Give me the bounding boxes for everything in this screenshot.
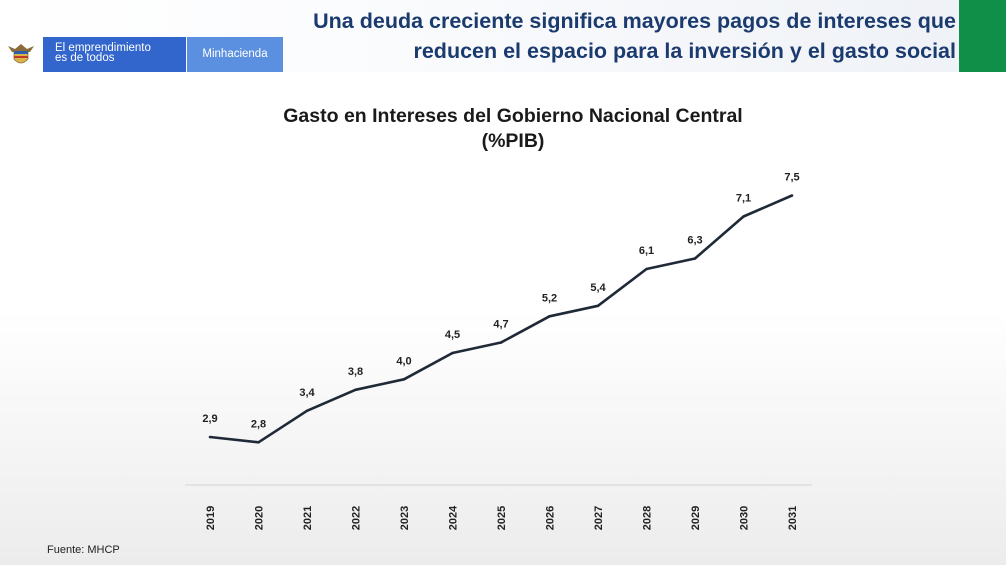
x-tick-label: 2020 [254, 506, 266, 530]
headline-line-1: Una deuda creciente significa mayores pa… [313, 9, 956, 33]
data-label: 4,0 [396, 355, 411, 367]
x-tick-label: 2022 [351, 506, 363, 530]
x-tick-label: 2021 [302, 506, 314, 530]
data-point [354, 388, 357, 392]
data-label: 6,1 [639, 245, 654, 257]
data-point [402, 377, 406, 381]
data-label: 2,9 [202, 413, 217, 425]
data-label: 4,5 [445, 329, 460, 341]
data-point [548, 314, 551, 318]
data-label: 2,8 [251, 418, 266, 430]
chart-title-line-1: Gasto en Intereses del Gobierno Nacional… [283, 105, 743, 127]
data-label: 5,2 [542, 292, 557, 304]
x-tick-label: 2026 [545, 506, 557, 530]
x-tick-label: 2023 [399, 506, 411, 530]
data-point [451, 351, 454, 355]
data-point [790, 194, 794, 197]
chart-title-line-2: (%PIB) [481, 130, 545, 152]
data-label: 5,4 [590, 282, 606, 294]
x-tick-label: 2029 [690, 506, 702, 530]
brand-line-2: es de todos [55, 52, 115, 64]
data-label: 6,3 [687, 235, 702, 247]
data-label: 3,4 [299, 387, 315, 399]
data-point [596, 304, 600, 308]
x-tick-label: 2019 [205, 506, 217, 530]
government-brand-logo: El emprendimiento es de todos [43, 37, 186, 72]
data-point [305, 409, 309, 413]
data-point [257, 440, 260, 444]
source-note: Fuente: MHCP [47, 544, 120, 556]
data-point [645, 267, 648, 271]
data-label: 4,7 [493, 319, 508, 331]
headline-line-2: reducen el espacio para la inversión y e… [413, 39, 956, 63]
x-tick-label: 2028 [642, 506, 654, 530]
data-point [693, 257, 697, 260]
data-point [499, 341, 503, 344]
x-tick-label: 2027 [593, 506, 605, 530]
data-label: 7,5 [784, 172, 799, 184]
x-tick-label: 2024 [448, 505, 460, 530]
data-label: 3,8 [348, 366, 363, 378]
data-label: 7,1 [736, 193, 751, 205]
x-tick-label: 2031 [787, 506, 799, 530]
accent-bar [959, 0, 1006, 72]
x-tick-label: 2025 [496, 506, 508, 530]
data-point [208, 435, 212, 439]
chart-title: Gasto en Intereses del Gobierno Nacional… [200, 104, 826, 154]
x-tick-label: 2030 [739, 506, 751, 530]
slide-headline: Una deuda creciente significa mayores pa… [256, 6, 956, 66]
colombia-crest-icon [8, 44, 34, 64]
ministry-logo: Minhacienda [187, 37, 283, 72]
brand-line-1: El emprendimiento [55, 42, 151, 54]
data-point [742, 215, 745, 218]
header-bar: El emprendimiento es de todos Minhaciend… [0, 0, 1006, 72]
